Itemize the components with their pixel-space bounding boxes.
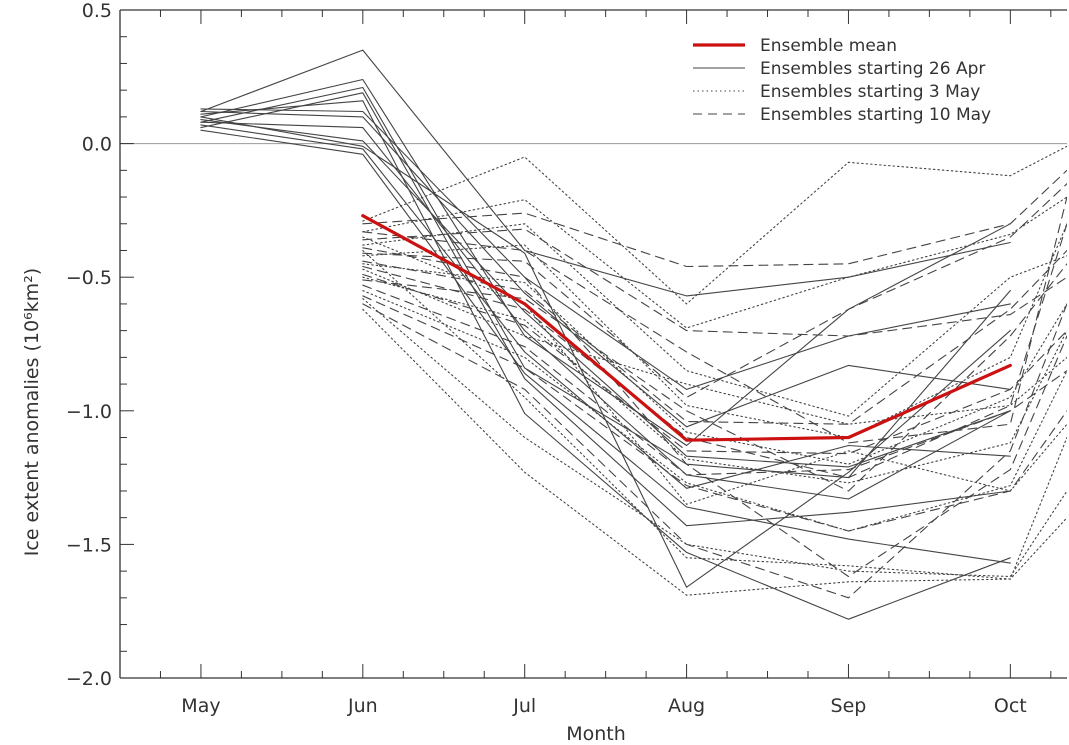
x-tick-label: Aug — [668, 695, 705, 717]
ensemble-dotted-series-12 — [362, 268, 1067, 425]
ensemble-solid-series-1 — [200, 49, 1011, 297]
ensemble-mean-series — [361, 214, 1012, 442]
ensemble-dotted-series-5 — [362, 263, 1067, 465]
ensemble-dotted-series-10 — [362, 249, 1067, 580]
ensemble-solid-series-9 — [200, 129, 1011, 564]
y-tick-label: −0.5 — [66, 267, 112, 289]
ensemble-dotted-series-7 — [362, 290, 1067, 532]
y-tick-label: 0.5 — [82, 0, 112, 22]
legend-label-dashed: Ensembles starting 10 May — [760, 105, 991, 125]
ensemble-dashed-series-1 — [362, 169, 1067, 268]
ensemble-dashed-series-3 — [362, 183, 1067, 398]
ensemble-dashed-series-8 — [362, 303, 1067, 599]
ensemble-dotted-series-3 — [362, 223, 1067, 417]
x-axis-title: Month — [566, 723, 626, 745]
ensemble-solid-series-7 — [200, 119, 1011, 468]
ensemble-dotted-series-6 — [362, 276, 1067, 484]
y-axis-title: Ice extent anomalies (10⁶km²) — [21, 268, 43, 556]
x-tick-label: Sep — [831, 695, 867, 717]
x-tick-label: Jun — [347, 695, 378, 717]
legend-label-solid: Ensembles starting 26 Apr — [760, 59, 985, 79]
ensemble-mean-line — [361, 214, 1012, 442]
ensemble-dotted-series-11 — [362, 236, 1067, 505]
ensemble-dotted-series-2 — [362, 196, 1067, 329]
ensemble-dashed-series-6 — [362, 284, 1067, 476]
y-tick-label: −1.5 — [66, 534, 112, 556]
y-tick-label: −2.0 — [66, 668, 112, 690]
legend-label-mean: Ensemble mean — [760, 36, 897, 56]
axes: 0.5 0.0 −0.5 −1.0 −1.5 −2.0 May Jun Jul Aug Sep Oct — [66, 0, 1067, 717]
y-tick-label: −1.0 — [66, 401, 112, 423]
ensemble-dashed-series-9 — [362, 223, 1067, 479]
ensemble-solid-series-12 — [200, 121, 1011, 500]
x-tick-label: Oct — [994, 695, 1027, 717]
ensemble-solid-series-2 — [200, 78, 1011, 447]
ensemble-solid-series-10 — [200, 116, 1011, 588]
ensemble-solid-series-3 — [200, 86, 1011, 479]
ensemble-dashed-series-12 — [362, 263, 1067, 492]
ensemble-solid-series-6 — [200, 108, 1011, 390]
x-tick-label: May — [181, 695, 220, 717]
ensemble-dashed-series-2 — [362, 228, 1067, 337]
ensemble-dotted-series-4 — [362, 223, 1067, 439]
ensemble-dotted-series-9 — [362, 308, 1067, 596]
legend-label-dotted: Ensembles starting 3 May — [760, 82, 980, 102]
ensemble-solid-series-5 — [200, 100, 1011, 620]
ensemble-member-lines — [120, 49, 1067, 620]
y-tick-label: 0.0 — [82, 134, 112, 156]
ensemble-dashed-series-5 — [362, 273, 1067, 455]
x-tick-label: Jul — [512, 695, 536, 717]
ensemble-solid-series-11 — [200, 110, 1011, 428]
ensemble-dashed-series-4 — [362, 249, 1067, 425]
ensemble-dashed-series-11 — [362, 196, 1067, 444]
ensemble-dotted-series-1 — [362, 145, 1067, 305]
ensemble-solid-series-4 — [200, 92, 1011, 527]
ensemble-solid-series-8 — [200, 124, 1011, 489]
ensemble-dashed-series-10 — [362, 247, 1067, 578]
legend: Ensemble mean Ensembles starting 26 Apr En… — [693, 36, 991, 125]
ensemble-dashed-series-7 — [362, 295, 1067, 532]
